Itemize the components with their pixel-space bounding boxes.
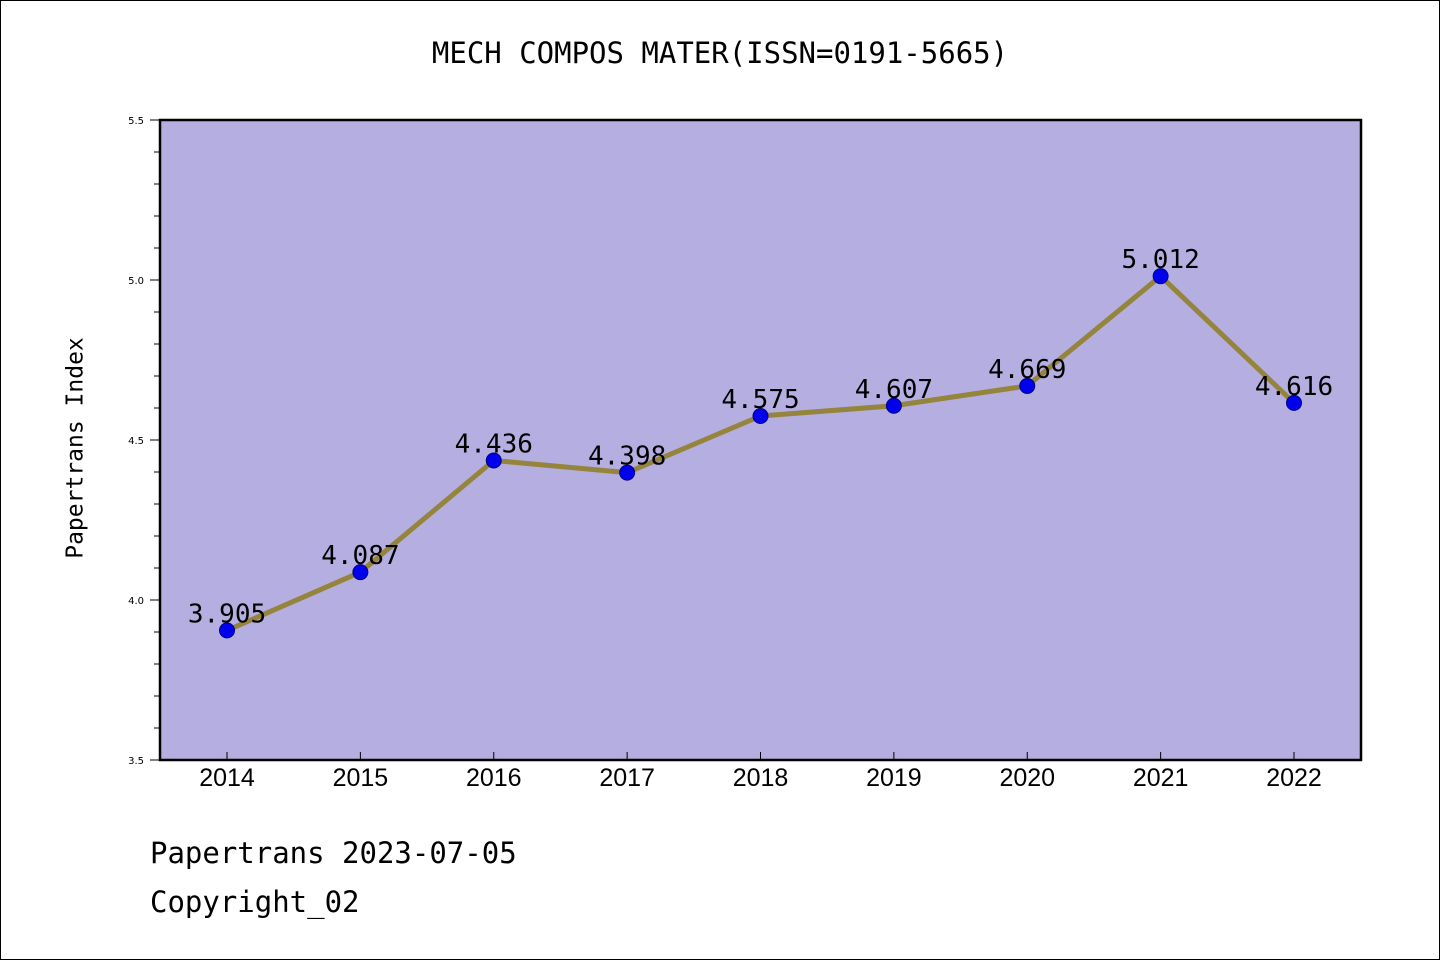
data-label: 4.669 [988,355,1066,385]
y-axis-label: Papertrans Index [63,337,89,559]
data-label: 4.575 [721,385,799,415]
series-layer [219,268,1302,639]
y-tick-label: 3.5 [128,756,144,767]
x-tick-label: 2022 [1266,764,1322,792]
data-label: 4.398 [588,442,666,472]
data-point [352,564,369,581]
chart-title: MECH COMPOS MATER(ISSN=0191-5665) [431,36,1009,70]
data-point [752,408,769,424]
x-tick-label: 2019 [866,764,922,792]
x-tick-label: 2014 [199,764,255,792]
x-tick-label: 2021 [1133,764,1189,792]
y-tick-label: 5.0 [128,276,144,287]
y-tick-label: 5.5 [128,116,144,127]
x-tick-label: 2017 [599,764,655,792]
y-axis: 3.5 4.0 4.5 5.0 5.5 [128,116,160,767]
data-label: 4.087 [321,541,399,571]
x-tick-label: 2020 [999,764,1055,792]
data-point [1152,268,1169,285]
data-label: 4.436 [455,429,533,459]
x-tick-label: 2016 [466,764,522,792]
data-label: 4.607 [855,375,933,405]
x-axis: 2014 2015 2016 2017 2018 2019 2020 2021 2022 [199,752,1322,792]
plot-border [158,118,1363,762]
x-tick-label: 2018 [733,764,789,792]
data-point [885,397,902,414]
footer-copyright: Copyright_02 [150,885,360,919]
data-label: 3.905 [188,599,266,629]
data-label: 5.012 [1121,245,1199,275]
x-tick-label: 2015 [333,764,389,792]
plot-area [160,120,1361,760]
data-point [1019,377,1036,394]
data-labels: 3.905 4.087 4.436 4.398 4.575 4.607 4.669 5.012… [188,245,1333,629]
data-point [485,452,502,469]
data-point [1286,394,1302,411]
data-point [619,464,636,481]
data-label: 4.616 [1255,372,1333,402]
y-tick-label: 4.0 [128,596,144,607]
y-tick-label: 4.5 [128,436,144,447]
footer-date: Papertrans 2023-07-05 [150,836,517,870]
data-point [219,622,235,639]
